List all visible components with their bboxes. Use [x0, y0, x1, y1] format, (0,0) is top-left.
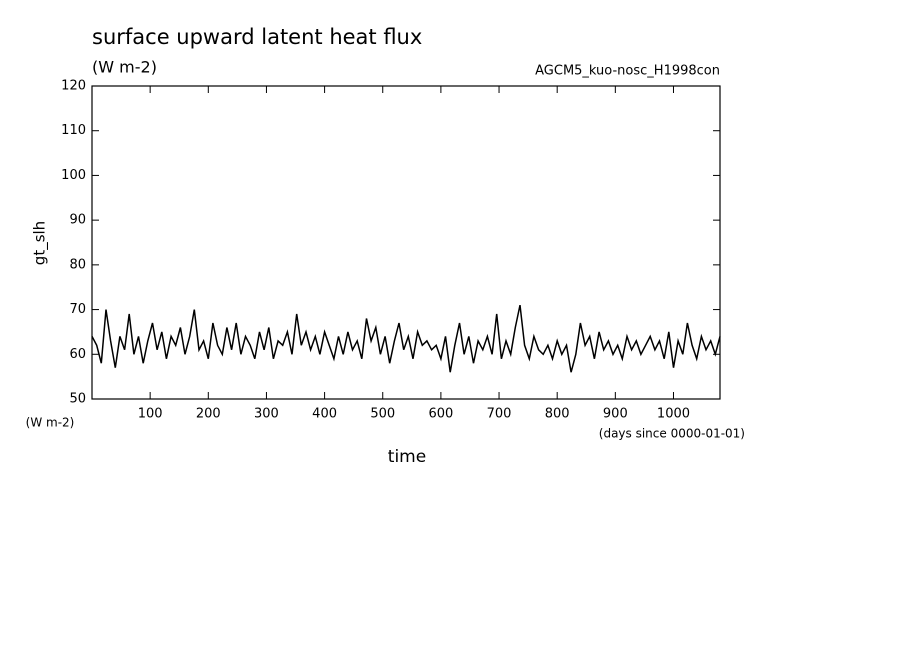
y-tick-label: 110 [61, 123, 86, 138]
x-tick-label: 400 [312, 407, 337, 422]
x-tick-label: 700 [487, 407, 512, 422]
y-tick-label: 100 [61, 168, 86, 183]
chart-title: surface upward latent heat flux [92, 25, 422, 49]
y-tick-label: 90 [69, 213, 86, 228]
x-tick-label: 500 [370, 407, 395, 422]
x-tick-label: 900 [603, 407, 628, 422]
y-axis-units: (W m-2) [26, 416, 75, 430]
y-tick-label: 70 [69, 302, 86, 317]
y-tick-label: 50 [69, 392, 86, 407]
y-axis-label: gt_slh [31, 221, 50, 265]
x-tick-label: 200 [196, 407, 221, 422]
y-tick-label: 80 [69, 257, 86, 272]
chart-subtitle: (W m-2) [92, 58, 157, 77]
x-tick-label: 100 [138, 407, 163, 422]
x-axis-units: (days since 0000-01-01) [599, 427, 745, 441]
x-axis-label: time [388, 447, 426, 467]
x-tick-label: 800 [545, 407, 570, 422]
x-tick-label: 600 [428, 407, 453, 422]
x-tick-label: 300 [254, 407, 279, 422]
data-line [91, 304, 721, 373]
annotation: AGCM5_kuo-nosc_H1998con [535, 64, 720, 79]
y-tick-label: 120 [61, 79, 86, 94]
x-tick-label: 1000 [657, 407, 690, 422]
plot-frame [91, 85, 721, 400]
y-tick-label: 60 [69, 347, 86, 362]
